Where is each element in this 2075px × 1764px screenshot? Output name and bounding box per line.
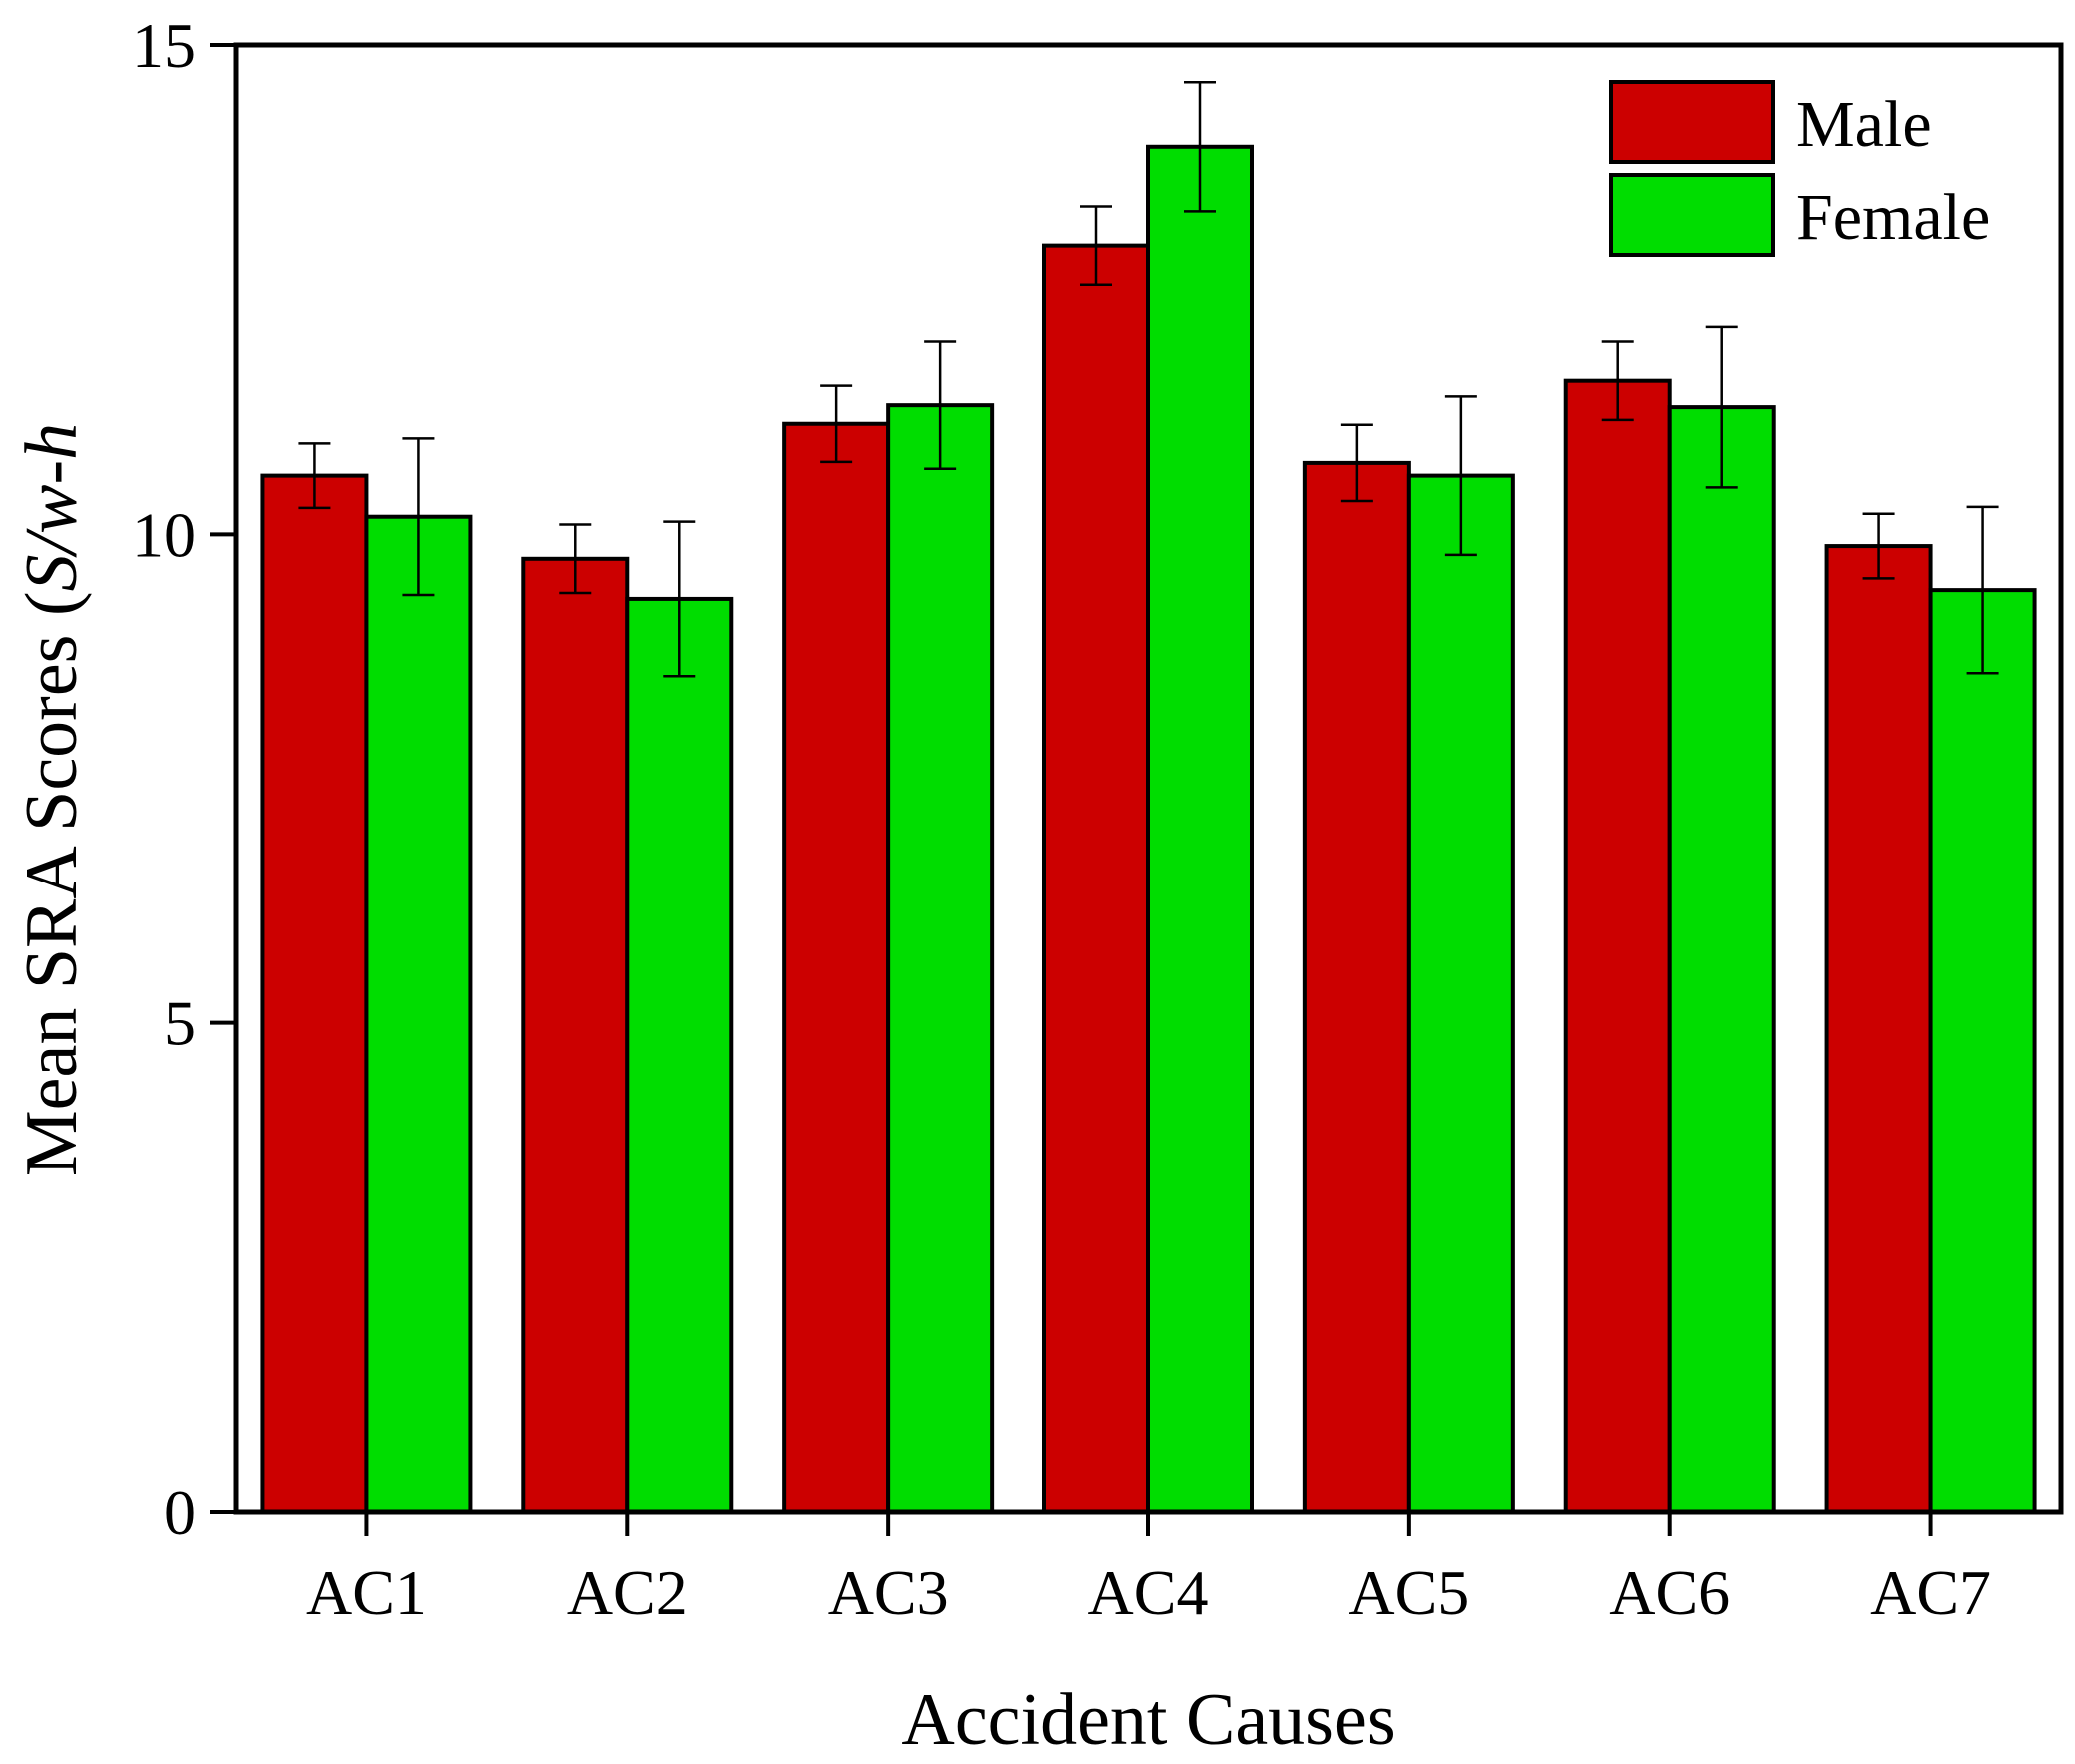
y-axis: 0 5 10 15 [132, 10, 236, 1548]
y-tick-label: 10 [132, 499, 196, 570]
y-axis-title: Mean SRA Scores (S/w-h [11, 423, 93, 1176]
legend-label-male: Male [1796, 88, 1932, 161]
x-tick-label-ac1: AC1 [306, 1557, 427, 1628]
error-bar-male-ac5 [1340, 423, 1373, 503]
error-bar-female-ac6 [1705, 325, 1738, 489]
x-tick-label-ac2: AC2 [567, 1557, 688, 1628]
y-axis-title-prefix: Mean SRA Scores ( [11, 591, 93, 1176]
bar-male-ac3 [782, 421, 891, 1514]
bar-male-ac7 [1824, 544, 1933, 1514]
bar-female-ac2 [625, 596, 734, 1514]
x-tick-label-ac3: AC3 [828, 1557, 949, 1628]
error-bar-male-ac7 [1862, 512, 1895, 580]
legend-swatch-male [1609, 80, 1775, 164]
bar-male-ac4 [1042, 243, 1150, 1514]
error-bar-female-ac3 [924, 340, 957, 471]
error-bar-male-ac3 [820, 384, 853, 464]
y-axis-title-unit: S/w-h [11, 423, 93, 592]
error-bars-layer [298, 80, 1999, 678]
error-bar-female-ac2 [663, 520, 696, 678]
legend-label-female: Female [1796, 181, 1990, 254]
x-tick-label-ac7: AC7 [1870, 1557, 1991, 1628]
bar-female-ac6 [1667, 405, 1776, 1514]
bar-male-ac5 [1302, 460, 1411, 1515]
bar-female-ac5 [1406, 473, 1515, 1515]
bar-female-ac4 [1146, 144, 1254, 1514]
x-axis-title: Accident Causes [901, 1679, 1395, 1761]
x-tick-label-ac4: AC4 [1088, 1557, 1209, 1628]
error-bar-female-ac7 [1966, 505, 1999, 675]
bar-female-ac3 [886, 403, 995, 1515]
x-tick-label-ac6: AC6 [1609, 1557, 1730, 1628]
error-bar-male-ac2 [559, 523, 592, 595]
bar-male-ac6 [1563, 378, 1672, 1515]
y-tick-label: 15 [132, 10, 196, 81]
legend-swatch-female [1609, 173, 1775, 257]
error-bar-male-ac6 [1601, 340, 1634, 422]
bars-layer [260, 144, 2037, 1515]
bar-male-ac1 [260, 473, 369, 1515]
error-bar-male-ac4 [1080, 205, 1112, 287]
x-axis: AC1 AC2 AC3 AC4 AC5 AC6 AC7 [306, 1512, 1991, 1628]
bar-female-ac7 [1928, 588, 2037, 1514]
bar-male-ac2 [521, 556, 630, 1514]
y-tick-label: 0 [164, 1477, 196, 1548]
x-tick-label-ac5: AC5 [1348, 1557, 1469, 1628]
legend: Male Female [1609, 80, 1990, 257]
error-bar-female-ac5 [1444, 395, 1477, 557]
error-bar-female-ac4 [1184, 80, 1216, 213]
bar-female-ac1 [364, 514, 473, 1514]
y-tick-label: 5 [164, 988, 196, 1059]
error-bar-male-ac1 [298, 442, 331, 510]
error-bar-female-ac1 [402, 437, 435, 597]
